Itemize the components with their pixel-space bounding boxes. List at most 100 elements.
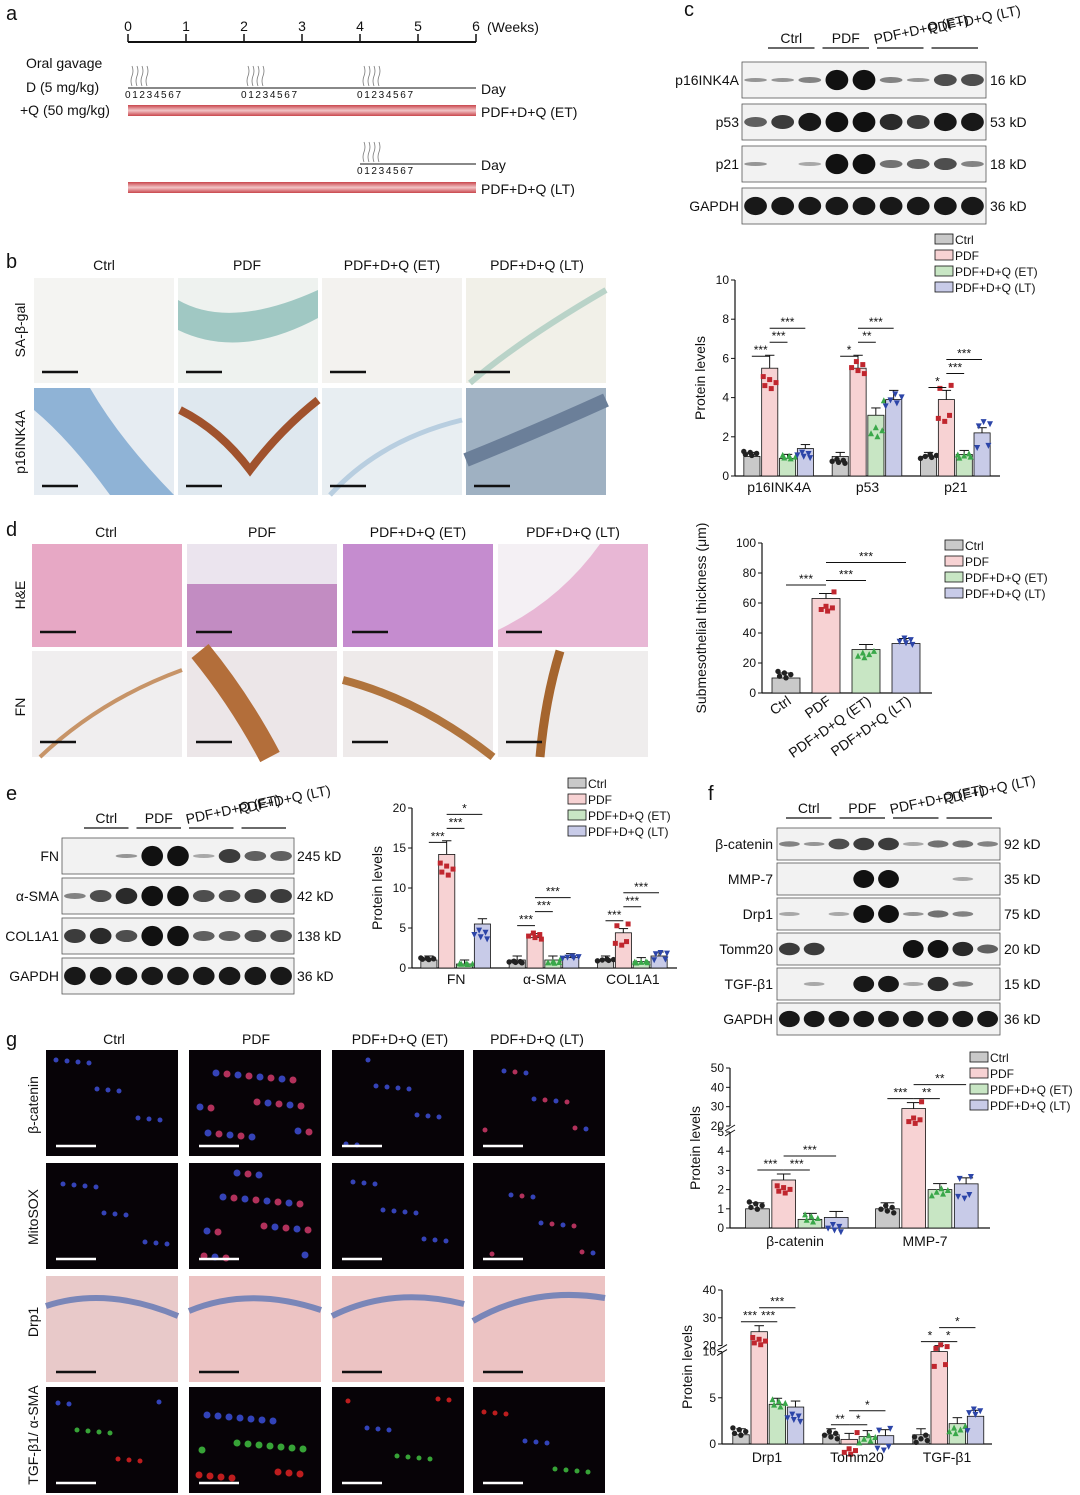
- cell-nucleus: [512, 1069, 518, 1075]
- legend-label: PDF: [588, 793, 612, 807]
- data-point: [928, 1192, 935, 1199]
- blot-band: [879, 113, 903, 131]
- cell-nucleus: [274, 1198, 282, 1206]
- data-point: [860, 362, 866, 368]
- x-tick-label: p53: [856, 479, 880, 495]
- data-point: [736, 1427, 743, 1433]
- y-tick-label: 5: [717, 1125, 724, 1139]
- data-point: [789, 1411, 796, 1418]
- data-point: [638, 958, 645, 965]
- data-point: [901, 635, 908, 642]
- y-tick-label: 5: [709, 1391, 716, 1405]
- blot-band: [853, 1010, 875, 1028]
- data-point: [768, 386, 774, 392]
- legend-label: Ctrl: [955, 233, 974, 247]
- data-point: [891, 1210, 897, 1216]
- data-point: [624, 939, 630, 945]
- blot-row-label: GAPDH: [689, 198, 739, 214]
- bar: [885, 399, 903, 477]
- cell-nucleus: [519, 1193, 525, 1199]
- data-point: [781, 454, 788, 461]
- cell-nucleus: [304, 1226, 312, 1234]
- data-point: [872, 424, 879, 431]
- blot-band: [218, 848, 241, 864]
- blot-kd-label: 20 kD: [1004, 941, 1041, 957]
- data-point: [532, 935, 538, 941]
- data-point: [861, 654, 868, 661]
- data-point: [753, 1201, 759, 1207]
- cell-nucleus: [482, 1127, 488, 1133]
- legend-label: Ctrl: [965, 539, 984, 553]
- blot-band: [852, 111, 876, 133]
- gavage-arrow-icon: [130, 65, 134, 87]
- significance-label: ***: [754, 343, 768, 357]
- data-point: [538, 936, 544, 942]
- legend-label: PDF+D+Q (ET): [955, 265, 1038, 279]
- cell-nucleus: [223, 1070, 231, 1078]
- legend-label: Ctrl: [588, 777, 607, 791]
- cell-nucleus: [204, 1129, 212, 1137]
- blot-band: [961, 196, 984, 216]
- legend-swatch: [567, 809, 587, 821]
- legend-label: PDF+D+Q (ET): [588, 809, 671, 823]
- blot-band: [825, 196, 849, 216]
- blot-band: [852, 69, 876, 91]
- panel-b-micrographs: Ctrl PDF PDF+D+Q (ET) PDF+D+Q (LT) SA-β-…: [12, 257, 609, 497]
- blot-band: [744, 196, 767, 216]
- legend-swatch: [934, 265, 954, 277]
- panel-f-blot: Ctrl PDF PDF+D+Q (ET)PDF+D+Q (LT) β-cateni…: [715, 772, 1041, 1036]
- week-tick-label: 0: [124, 18, 132, 34]
- data-point: [570, 955, 577, 962]
- g-col-lt: PDF+D+Q (LT): [490, 1031, 584, 1047]
- data-point: [663, 950, 670, 957]
- blot-band: [952, 941, 974, 957]
- cell-nucleus: [293, 1225, 301, 1233]
- cell-nucleus: [256, 1073, 264, 1081]
- data-point: [773, 380, 779, 386]
- d-col-ctrl: Ctrl: [95, 524, 117, 540]
- d-col-pdf: PDF: [248, 524, 276, 540]
- cell-nucleus: [427, 1456, 433, 1462]
- significance-label: **: [922, 1086, 932, 1100]
- data-point: [746, 1199, 753, 1205]
- data-point: [865, 1432, 872, 1439]
- data-point: [878, 1206, 884, 1212]
- data-point: [938, 1185, 945, 1192]
- y-tick-label: 40: [711, 1080, 725, 1094]
- cell-nucleus: [135, 1115, 141, 1121]
- blot-row-label: α-SMA: [16, 888, 60, 904]
- cell-nucleus: [236, 1414, 244, 1422]
- blot-band: [878, 905, 899, 923]
- data-point: [879, 427, 886, 434]
- cell-nucleus: [237, 1132, 245, 1140]
- data-point: [556, 959, 563, 965]
- data-point: [944, 1187, 951, 1193]
- data-point: [874, 1445, 881, 1452]
- legend-swatch: [944, 571, 964, 583]
- cell-nucleus: [217, 1473, 225, 1481]
- blot-band: [192, 930, 215, 942]
- legend-label: PDF+D+Q (LT): [955, 281, 1035, 295]
- gavage-arrow-icon: [256, 65, 260, 87]
- data-point: [776, 673, 783, 679]
- blot-band: [244, 929, 267, 943]
- blot-kd-label: 35 kD: [1004, 871, 1041, 887]
- data-point: [506, 959, 512, 965]
- significance-label: *: [946, 1329, 951, 1343]
- legend-swatch: [567, 825, 587, 837]
- y-tick-label: 0: [749, 686, 756, 700]
- data-point: [808, 1213, 815, 1220]
- blot-band: [141, 885, 164, 907]
- data-point: [961, 1195, 968, 1202]
- cell-nucleus: [274, 1468, 282, 1476]
- legend-swatch: [969, 1099, 989, 1111]
- significance-label: ***: [449, 815, 463, 829]
- week-tick-label: 5: [414, 18, 422, 34]
- gavage-arrow-icon: [377, 141, 381, 163]
- blot-row-label: p53: [716, 114, 740, 130]
- gavage-arrow-icon: [372, 141, 376, 163]
- d-row-fn: FN: [12, 698, 28, 717]
- blot-group-label: Ctrl: [95, 810, 117, 826]
- axis-break: [724, 1129, 736, 1137]
